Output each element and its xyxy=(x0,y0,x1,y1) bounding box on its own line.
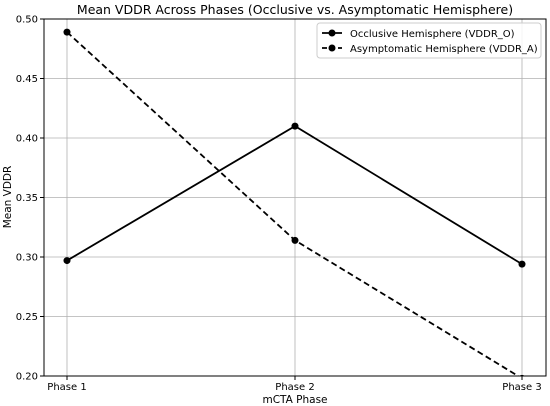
legend-marker-asymptomatic xyxy=(328,44,336,52)
y-tick-label: 0.25 xyxy=(16,312,38,323)
y-tick-label: 0.30 xyxy=(16,253,38,264)
data-point-occlusive xyxy=(291,122,299,130)
y-tick-label: 0.45 xyxy=(16,74,38,85)
legend: Occlusive Hemisphere (VDDR_O) Asymptomat… xyxy=(316,22,542,59)
axis-ticks: Phase 1 Phase 2 Phase 3 0.20 0.25 0.30 0.35 0.4… xyxy=(16,15,542,394)
y-tick-label: 0.40 xyxy=(16,134,38,145)
data-point-occlusive xyxy=(63,257,71,265)
data-point-asymptomatic xyxy=(291,236,299,244)
legend-label-asymptomatic: Asymptomatic Hemisphere (VDDR_A) xyxy=(350,44,538,55)
legend-box xyxy=(316,22,542,59)
x-tick-label: Phase 3 xyxy=(502,382,541,393)
chart-title: Mean VDDR Across Phases (Occlusive vs. A… xyxy=(77,2,513,17)
grid xyxy=(44,18,546,377)
x-tick-label: Phase 2 xyxy=(275,382,314,393)
legend-label-occlusive: Occlusive Hemisphere (VDDR_O) xyxy=(350,29,515,40)
y-tick-label: 0.50 xyxy=(16,15,38,26)
x-axis-label: mCTA Phase xyxy=(262,394,327,406)
series-line-asymptomatic xyxy=(66,31,520,376)
data-point-occlusive xyxy=(518,260,526,268)
series-group xyxy=(63,28,526,376)
x-tick-label: Phase 1 xyxy=(47,382,86,393)
series xyxy=(63,28,526,376)
y-tick-label: 0.20 xyxy=(16,372,38,383)
y-axis-label: Mean VDDR xyxy=(2,166,14,229)
legend-marker-occlusive xyxy=(328,29,336,37)
y-tick-label: 0.35 xyxy=(16,193,38,204)
data-point-asymptomatic xyxy=(63,28,71,36)
